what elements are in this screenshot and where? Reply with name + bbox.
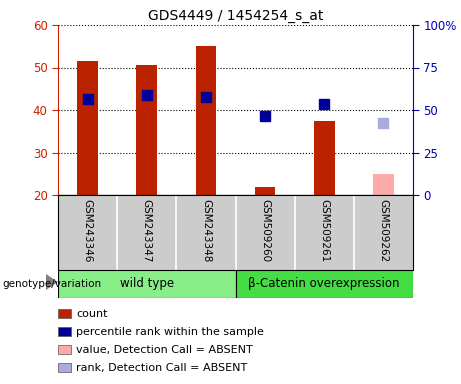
Text: GSM509260: GSM509260 (260, 199, 270, 262)
Text: GSM243348: GSM243348 (201, 199, 211, 262)
Bar (373, 174, 394, 195)
Text: genotype/variation: genotype/variation (2, 279, 101, 289)
Text: rank, Detection Call = ABSENT: rank, Detection Call = ABSENT (76, 363, 248, 373)
Bar (58, 270, 236, 298)
Bar (58, 345, 71, 354)
Bar (314, 121, 335, 195)
Bar (58, 309, 71, 318)
Text: GSM243346: GSM243346 (83, 199, 93, 262)
Bar (136, 65, 157, 195)
Text: value, Detection Call = ABSENT: value, Detection Call = ABSENT (76, 345, 253, 355)
Bar (77, 61, 98, 195)
Text: percentile rank within the sample: percentile rank within the sample (76, 327, 264, 337)
Bar (58, 363, 71, 372)
Text: count: count (76, 309, 108, 319)
Bar (255, 187, 275, 195)
Bar (58, 327, 71, 336)
Text: wild type: wild type (120, 278, 174, 291)
Bar (236, 270, 413, 298)
Text: GSM509261: GSM509261 (319, 199, 329, 262)
Text: β-Catenin overexpression: β-Catenin overexpression (248, 278, 400, 291)
Bar (195, 46, 216, 195)
Title: GDS4449 / 1454254_s_at: GDS4449 / 1454254_s_at (148, 8, 323, 23)
Text: GSM509262: GSM509262 (378, 199, 389, 262)
Polygon shape (46, 274, 58, 290)
Text: GSM243347: GSM243347 (142, 199, 152, 262)
